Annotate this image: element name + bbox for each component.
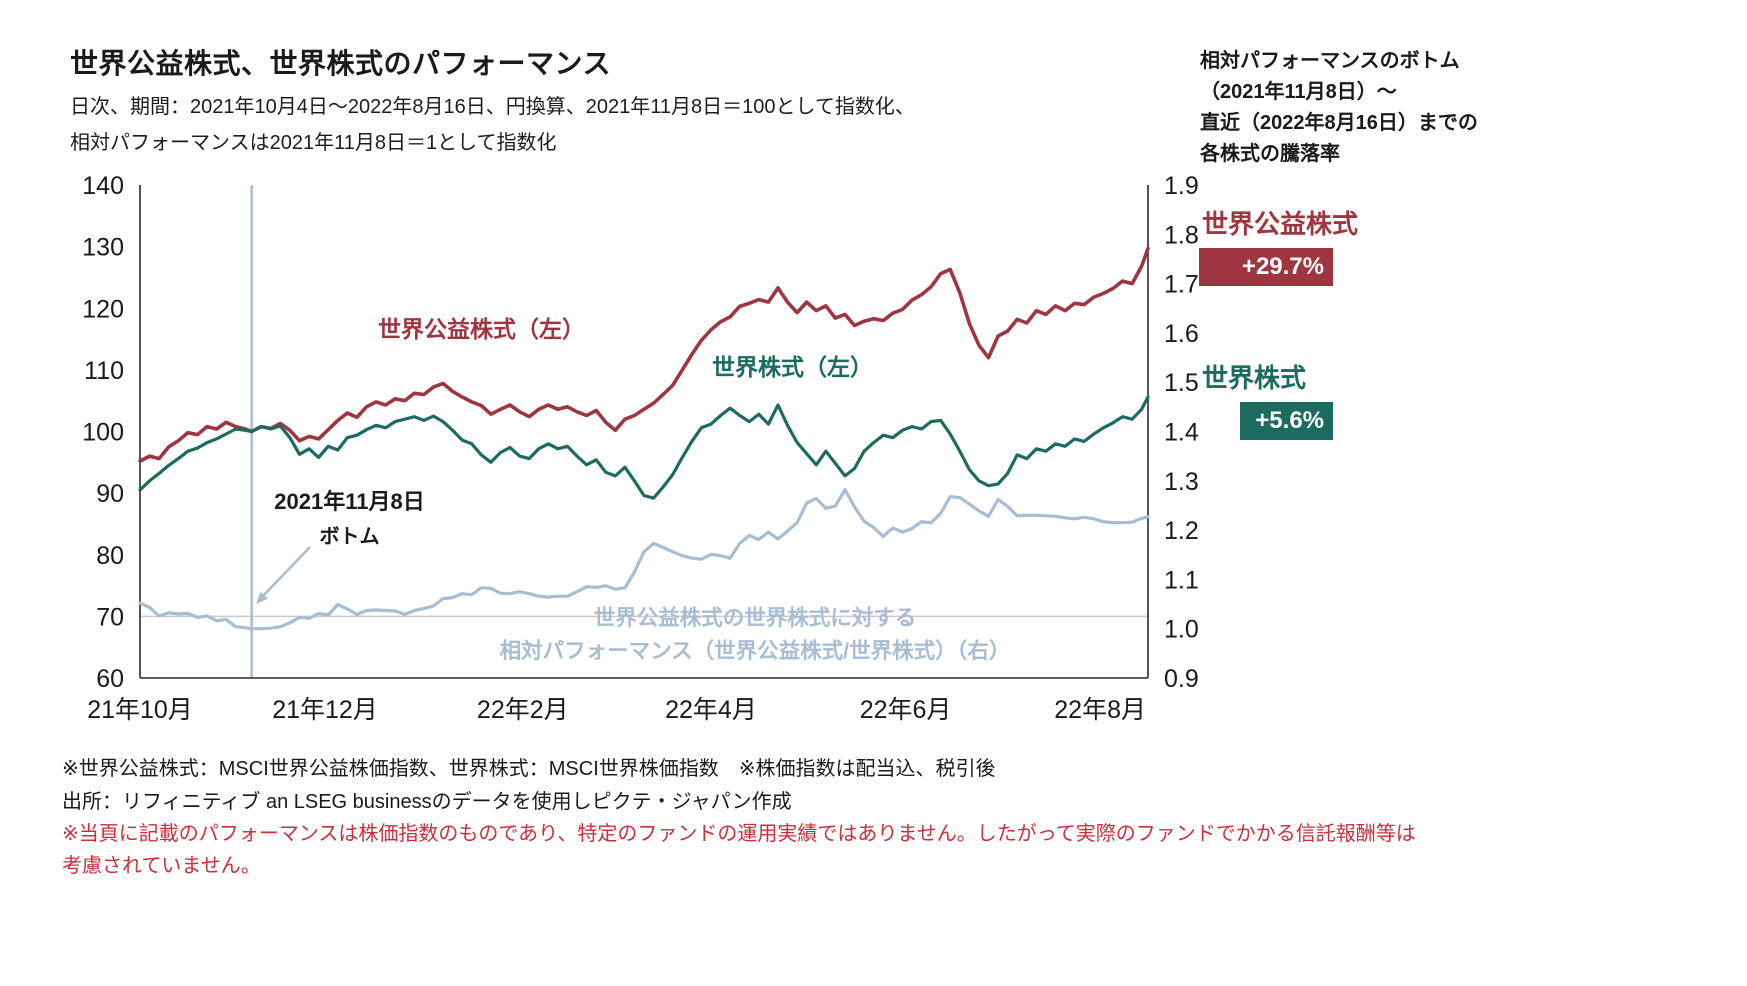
- left-axis-tick-label: 70: [96, 603, 124, 631]
- chart-subtitle-line1: 日次、期間：2021年10月4日～2022年8月16日、円換算、2021年11月…: [70, 96, 915, 118]
- left-axis-tick-label: 100: [82, 419, 124, 447]
- bottom-annotation-arrow: [261, 546, 311, 598]
- bottom-date-text: 2021年11月8日: [274, 489, 425, 514]
- relative-line-label-line2: 相対パフォーマンス（世界公益株式/世界株式）（右）: [499, 639, 1011, 663]
- footnote-source: 出所：リフィニティブ an LSEG businessのデータを使用しピクテ・ジ…: [62, 791, 792, 813]
- right-axis-tick-label: 1.9: [1164, 172, 1199, 200]
- relative-line-label: 世界公益株式の世界株式に対する 相対パフォーマンス（世界公益株式/世界株式）（右…: [445, 602, 1065, 668]
- page-title: 世界公益株式、世界株式のパフォーマンス: [70, 48, 611, 79]
- left-axis-tick-label: 60: [96, 665, 124, 693]
- note-line: 直近（2022年8月16日）までの: [1200, 112, 1478, 134]
- note-line: 相対パフォーマンスのボトム: [1200, 50, 1460, 72]
- right-axis-tick-label: 1.3: [1164, 468, 1199, 496]
- right-axis-tick-label: 1.6: [1164, 320, 1199, 348]
- x-axis-tick-label: 22年8月: [1054, 696, 1146, 724]
- right-axis-tick-label: 1.8: [1164, 221, 1199, 249]
- footnote-disclaimer-line1: ※当頁に記載のパフォーマンスは株価指数のものであり、特定のファンドの運用実績では…: [62, 823, 1416, 845]
- bottom-annotation-arrowhead: [256, 591, 268, 604]
- left-axis-tick-label: 140: [82, 172, 124, 200]
- right-axis-tick-label: 1.1: [1164, 566, 1199, 594]
- note-line: （2021年11月8日）～: [1200, 81, 1397, 103]
- left-axis-tick-label: 90: [96, 480, 124, 508]
- left-axis-tick-label: 120: [82, 295, 124, 323]
- world-series-line: [138, 395, 1150, 500]
- right-axis-tick-label: 1.4: [1164, 419, 1199, 447]
- utilities-line-label: 世界公益株式（左）: [378, 316, 585, 342]
- right-axis-tick-label: 1.0: [1164, 616, 1199, 644]
- x-axis-tick-label: 21年12月: [272, 696, 378, 724]
- relative-line-label-line1: 世界公益株式の世界株式に対する: [593, 606, 917, 630]
- left-axis-tick-label: 130: [82, 234, 124, 262]
- x-axis-tick-label: 21年10月: [87, 696, 193, 724]
- right-axis-tick-label: 1.2: [1164, 517, 1199, 545]
- note-line: 各株式の騰落率: [1200, 143, 1340, 165]
- x-axis-tick-label: 22年6月: [860, 696, 952, 724]
- utilities-change-badge: +29.7%: [1199, 248, 1333, 286]
- footnote-indices: ※世界公益株式：MSCI世界公益株価指数、世界株式：MSCI世界株価指数 ※株価…: [62, 758, 996, 780]
- bottom-label-text: ボトム: [319, 526, 380, 548]
- right-axis-tick-label: 1.7: [1164, 271, 1199, 299]
- utilities-series-line: [138, 246, 1150, 463]
- utilities-legend-label: 世界公益株式: [1202, 209, 1359, 239]
- right-axis-tick-label: 0.9: [1164, 665, 1199, 693]
- world-change-badge: +5.6%: [1240, 402, 1333, 440]
- footnote-disclaimer-line2: 考慮されていません。: [62, 855, 261, 877]
- chart-subtitle-line2: 相対パフォーマンスは2021年11月8日＝1として指数化: [70, 132, 557, 154]
- left-axis-tick-label: 80: [96, 542, 124, 570]
- relative-bottom-note: 相対パフォーマンスのボトム （2021年11月8日）～ 直近（2022年8月16…: [1200, 46, 1478, 170]
- world-line-label: 世界株式（左）: [712, 354, 873, 380]
- x-axis-tick-label: 22年2月: [477, 696, 569, 724]
- x-axis-tick-label: 22年4月: [665, 696, 757, 724]
- left-axis-tick-label: 110: [84, 357, 124, 385]
- bottom-date-annotation: 2021年11月8日 ボトム: [242, 484, 457, 549]
- relative-series-line: [138, 488, 1150, 631]
- right-axis-tick-label: 1.5: [1164, 369, 1199, 397]
- world-legend-label: 世界株式: [1202, 363, 1307, 393]
